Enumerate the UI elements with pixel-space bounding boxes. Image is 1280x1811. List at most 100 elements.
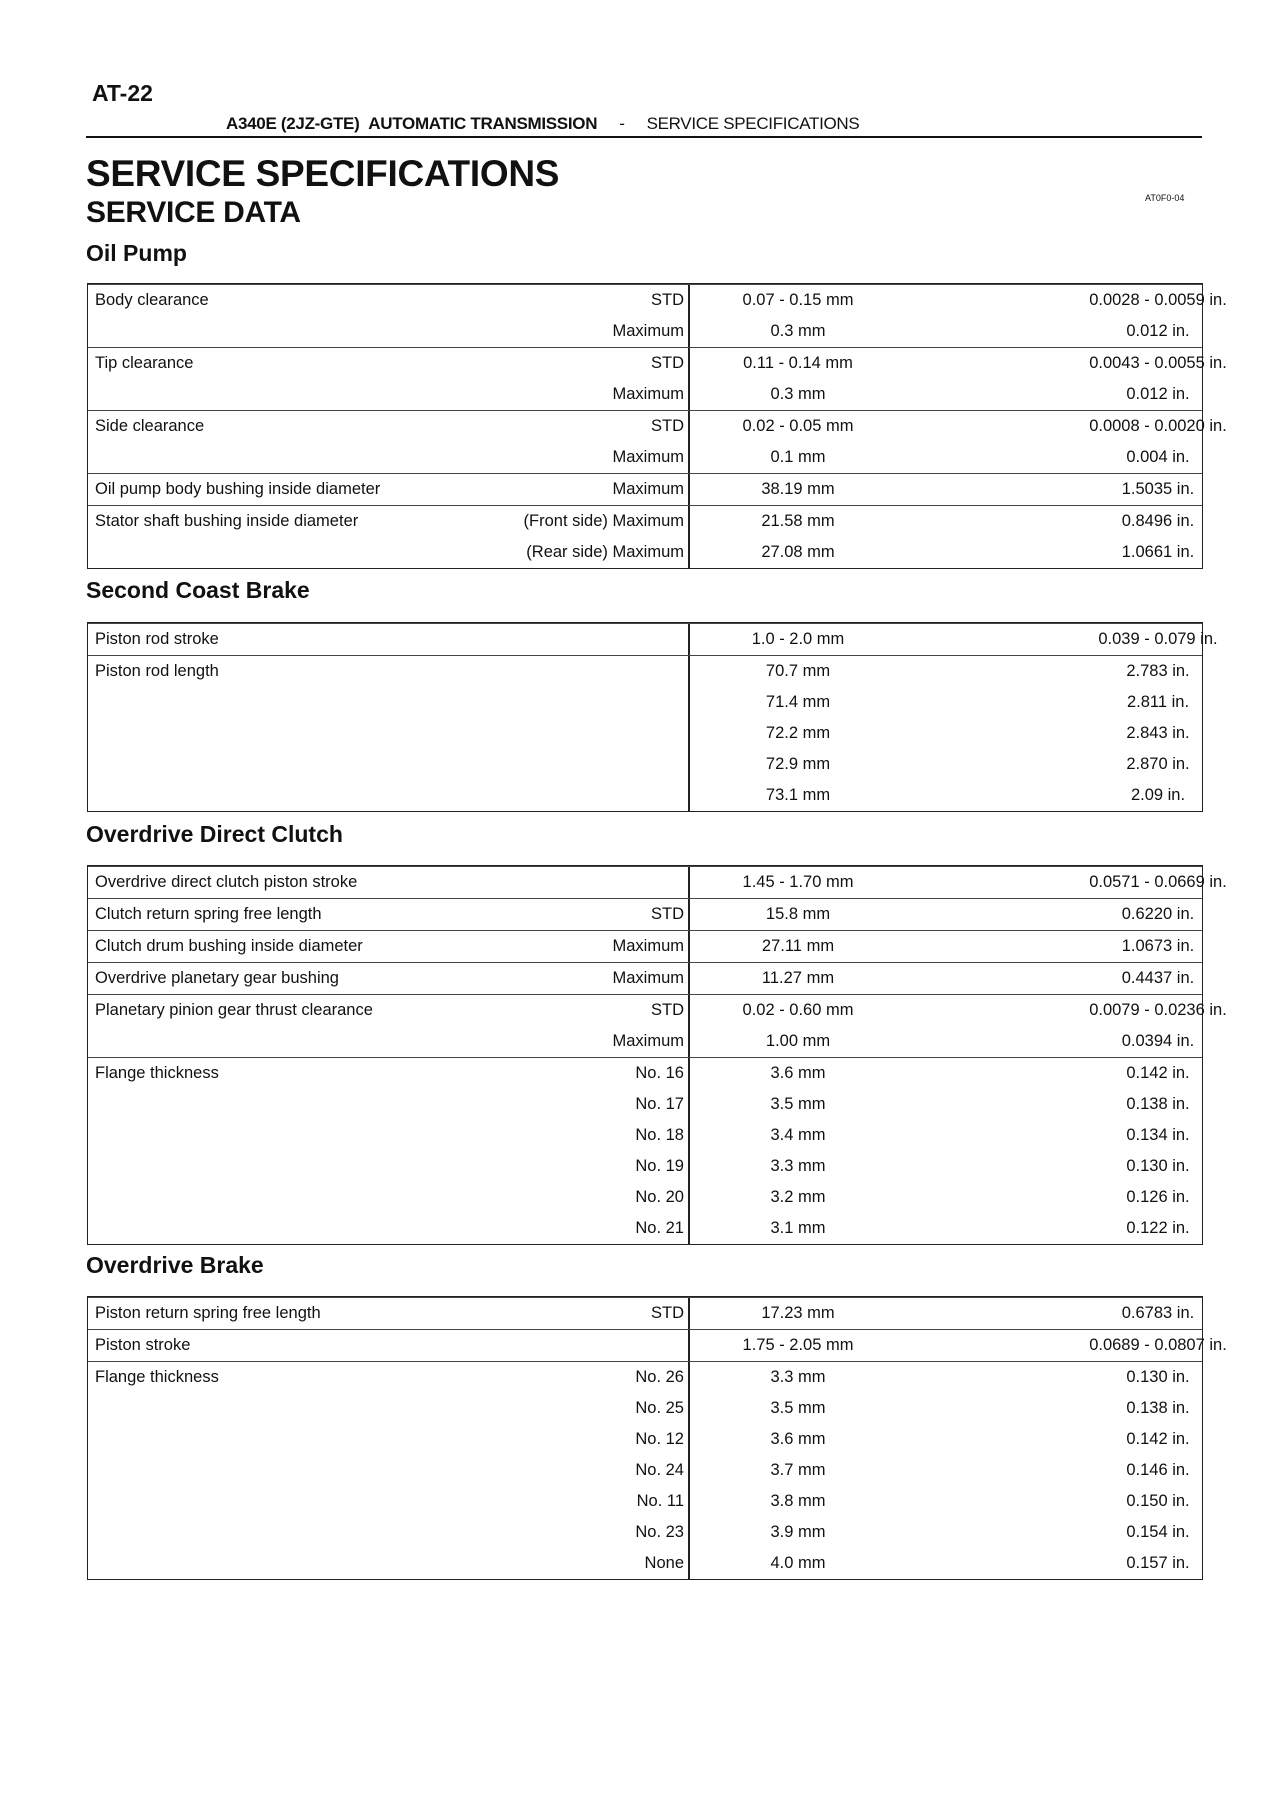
column-divider	[688, 866, 690, 1244]
table-row: 73.1 mm 2.09 in.	[88, 780, 1202, 811]
table-row: Maximum 0.1 mm 0.004 in.	[88, 442, 1202, 473]
value-inch: 0.0394 in.	[1121, 1032, 1195, 1050]
spec-qualifier: No. 24	[635, 1461, 684, 1479]
table-row: Body clearance STD 0.07 - 0.15 mm 0.0028 - …	[88, 285, 1227, 316]
value-mm: 0.11 - 0.14 mm	[743, 354, 853, 372]
spec-table: Overdrive direct clutch piston stroke 1.4…	[87, 865, 1227, 1245]
value-inch: 0.039 - 0.079 in.	[1098, 630, 1218, 648]
value-mm: 1.45 - 1.70 mm	[742, 873, 854, 891]
value-mm: 3.5 mm	[770, 1399, 826, 1417]
spec-group: Piston stroke 1.75 - 2.05 mm 0.0689 - 0.08…	[88, 1329, 1227, 1361]
value-mm: 72.2 mm	[765, 724, 831, 742]
value-inch: 0.004 in.	[1126, 448, 1190, 466]
value-inch: 0.8496 in.	[1121, 512, 1195, 530]
value-inch: 1.0661 in.	[1121, 543, 1195, 561]
section-heading: Second Coast Brake	[86, 577, 310, 603]
spec-qualifier: Maximum	[612, 385, 684, 403]
value-inch: 0.154 in.	[1126, 1523, 1190, 1541]
spec-qualifier: No. 23	[635, 1523, 684, 1541]
spec-label: Piston rod stroke	[95, 630, 219, 648]
table-row: None 4.0 mm 0.157 in.	[88, 1548, 1202, 1579]
spec-qualifier: STD	[651, 1304, 684, 1322]
table-row: Piston return spring free length STD 17.23…	[88, 1298, 1202, 1329]
value-mm: 11.27 mm	[761, 969, 835, 987]
value-inch: 0.126 in.	[1126, 1188, 1190, 1206]
table-row: Clutch return spring free length STD 15.8 …	[88, 899, 1202, 930]
value-inch: 0.012 in.	[1126, 385, 1190, 403]
spec-group: Piston rod length 70.7 mm 2.783 in. 71.4 mm…	[88, 655, 1202, 811]
value-inch: 0.4437 in.	[1121, 969, 1195, 987]
spec-qualifier: STD	[651, 291, 684, 309]
table-row: Piston rod stroke 1.0 - 2.0 mm 0.039 - 0.0…	[88, 624, 1218, 655]
table-row: Clutch drum bushing inside diameter Maxim…	[88, 931, 1202, 962]
spec-qualifier: STD	[651, 1001, 684, 1019]
value-mm: 3.8 mm	[770, 1492, 826, 1510]
spec-label: Flange thickness	[95, 1064, 219, 1082]
value-mm: 3.3 mm	[770, 1368, 826, 1386]
value-inch: 0.146 in.	[1126, 1461, 1190, 1479]
table-row: Flange thickness No. 26 3.3 mm 0.130 in.	[88, 1362, 1202, 1393]
spec-label: Clutch return spring free length	[95, 905, 322, 923]
spec-group: Piston rod stroke 1.0 - 2.0 mm 0.039 - 0.0…	[88, 623, 1218, 655]
value-mm: 38.19 mm	[761, 480, 835, 498]
table-row: Planetary pinion gear thrust clearance ST…	[88, 995, 1227, 1026]
spec-label: Side clearance	[95, 417, 205, 435]
header-separator: -	[619, 114, 625, 133]
table-row: Flange thickness No. 16 3.6 mm 0.142 in.	[88, 1058, 1202, 1089]
value-inch: 0.0689 - 0.0807 in.	[1089, 1336, 1227, 1354]
value-inch: 0.6220 in.	[1121, 905, 1195, 923]
value-mm: 0.1 mm	[770, 448, 826, 466]
value-inch: 0.0079 - 0.0236 in.	[1089, 1001, 1227, 1019]
value-inch: 0.138 in.	[1126, 1095, 1190, 1113]
value-inch: 0.142 in.	[1126, 1064, 1190, 1082]
value-mm: 0.07 - 0.15 mm	[742, 291, 854, 309]
value-inch: 0.0571 - 0.0669 in.	[1089, 873, 1227, 891]
value-mm: 17.23 mm	[761, 1304, 835, 1322]
table-row: (Rear side) Maximum 27.08 mm 1.0661 in.	[88, 537, 1202, 568]
value-mm: 3.7 mm	[770, 1461, 826, 1479]
spec-group: Flange thickness No. 26 3.3 mm 0.130 in. No.…	[88, 1361, 1202, 1579]
table-row: Oil pump body bushing inside diameter Max…	[88, 474, 1202, 505]
value-inch: 1.5035 in.	[1121, 480, 1195, 498]
spec-qualifier: Maximum	[612, 937, 684, 955]
table-row: Piston stroke 1.75 - 2.05 mm 0.0689 - 0.08…	[88, 1330, 1227, 1361]
value-mm: 0.3 mm	[770, 385, 826, 403]
page-number: AT-22	[92, 80, 153, 106]
column-divider	[688, 284, 690, 568]
spec-label: Overdrive direct clutch piston stroke	[95, 873, 358, 891]
value-mm: 71.4 mm	[765, 693, 831, 711]
spec-qualifier: No. 21	[635, 1219, 684, 1237]
value-mm: 0.3 mm	[770, 322, 826, 340]
value-inch: 0.138 in.	[1126, 1399, 1190, 1417]
table-row: No. 25 3.5 mm 0.138 in.	[88, 1393, 1202, 1424]
spec-qualifier: None	[644, 1554, 684, 1572]
value-inch: 0.150 in.	[1126, 1492, 1190, 1510]
table-row: 71.4 mm 2.811 in.	[88, 687, 1202, 718]
value-inch: 0.142 in.	[1126, 1430, 1190, 1448]
spec-qualifier: No. 19	[635, 1157, 684, 1175]
table-row: No. 11 3.8 mm 0.150 in.	[88, 1486, 1202, 1517]
spec-qualifier: No. 20	[635, 1188, 684, 1206]
spec-label: Piston stroke	[95, 1336, 191, 1354]
spec-qualifier: Maximum	[612, 969, 684, 987]
value-mm: 3.4 mm	[770, 1126, 826, 1144]
value-mm: 3.6 mm	[770, 1064, 826, 1082]
table-row: Overdrive planetary gear bushing Maximum 1…	[88, 963, 1202, 994]
value-inch: 0.134 in.	[1126, 1126, 1190, 1144]
running-header: A340E (2JZ-GTE) AUTOMATIC TRANSMISSION - S…	[226, 114, 860, 134]
value-mm: 3.3 mm	[770, 1157, 826, 1175]
header-model: A340E (2JZ-GTE)	[226, 114, 360, 133]
spec-qualifier: Maximum	[612, 448, 684, 466]
column-divider	[688, 623, 690, 811]
spec-group: Oil pump body bushing inside diameter Max…	[88, 473, 1202, 505]
spec-label: Piston rod length	[95, 662, 219, 680]
spec-label: Piston return spring free length	[95, 1304, 321, 1322]
value-mm: 4.0 mm	[770, 1554, 826, 1572]
spec-qualifier: STD	[651, 905, 684, 923]
section-heading: Oil Pump	[86, 240, 187, 266]
table-row: 72.2 mm 2.843 in.	[88, 718, 1202, 749]
value-inch: 0.0028 - 0.0059 in.	[1089, 291, 1227, 309]
page-title: SERVICE SPECIFICATIONS	[86, 153, 560, 194]
spec-group: Stator shaft bushing inside diameter (Fro…	[88, 505, 1202, 568]
value-mm: 0.02 - 0.05 mm	[742, 417, 854, 435]
